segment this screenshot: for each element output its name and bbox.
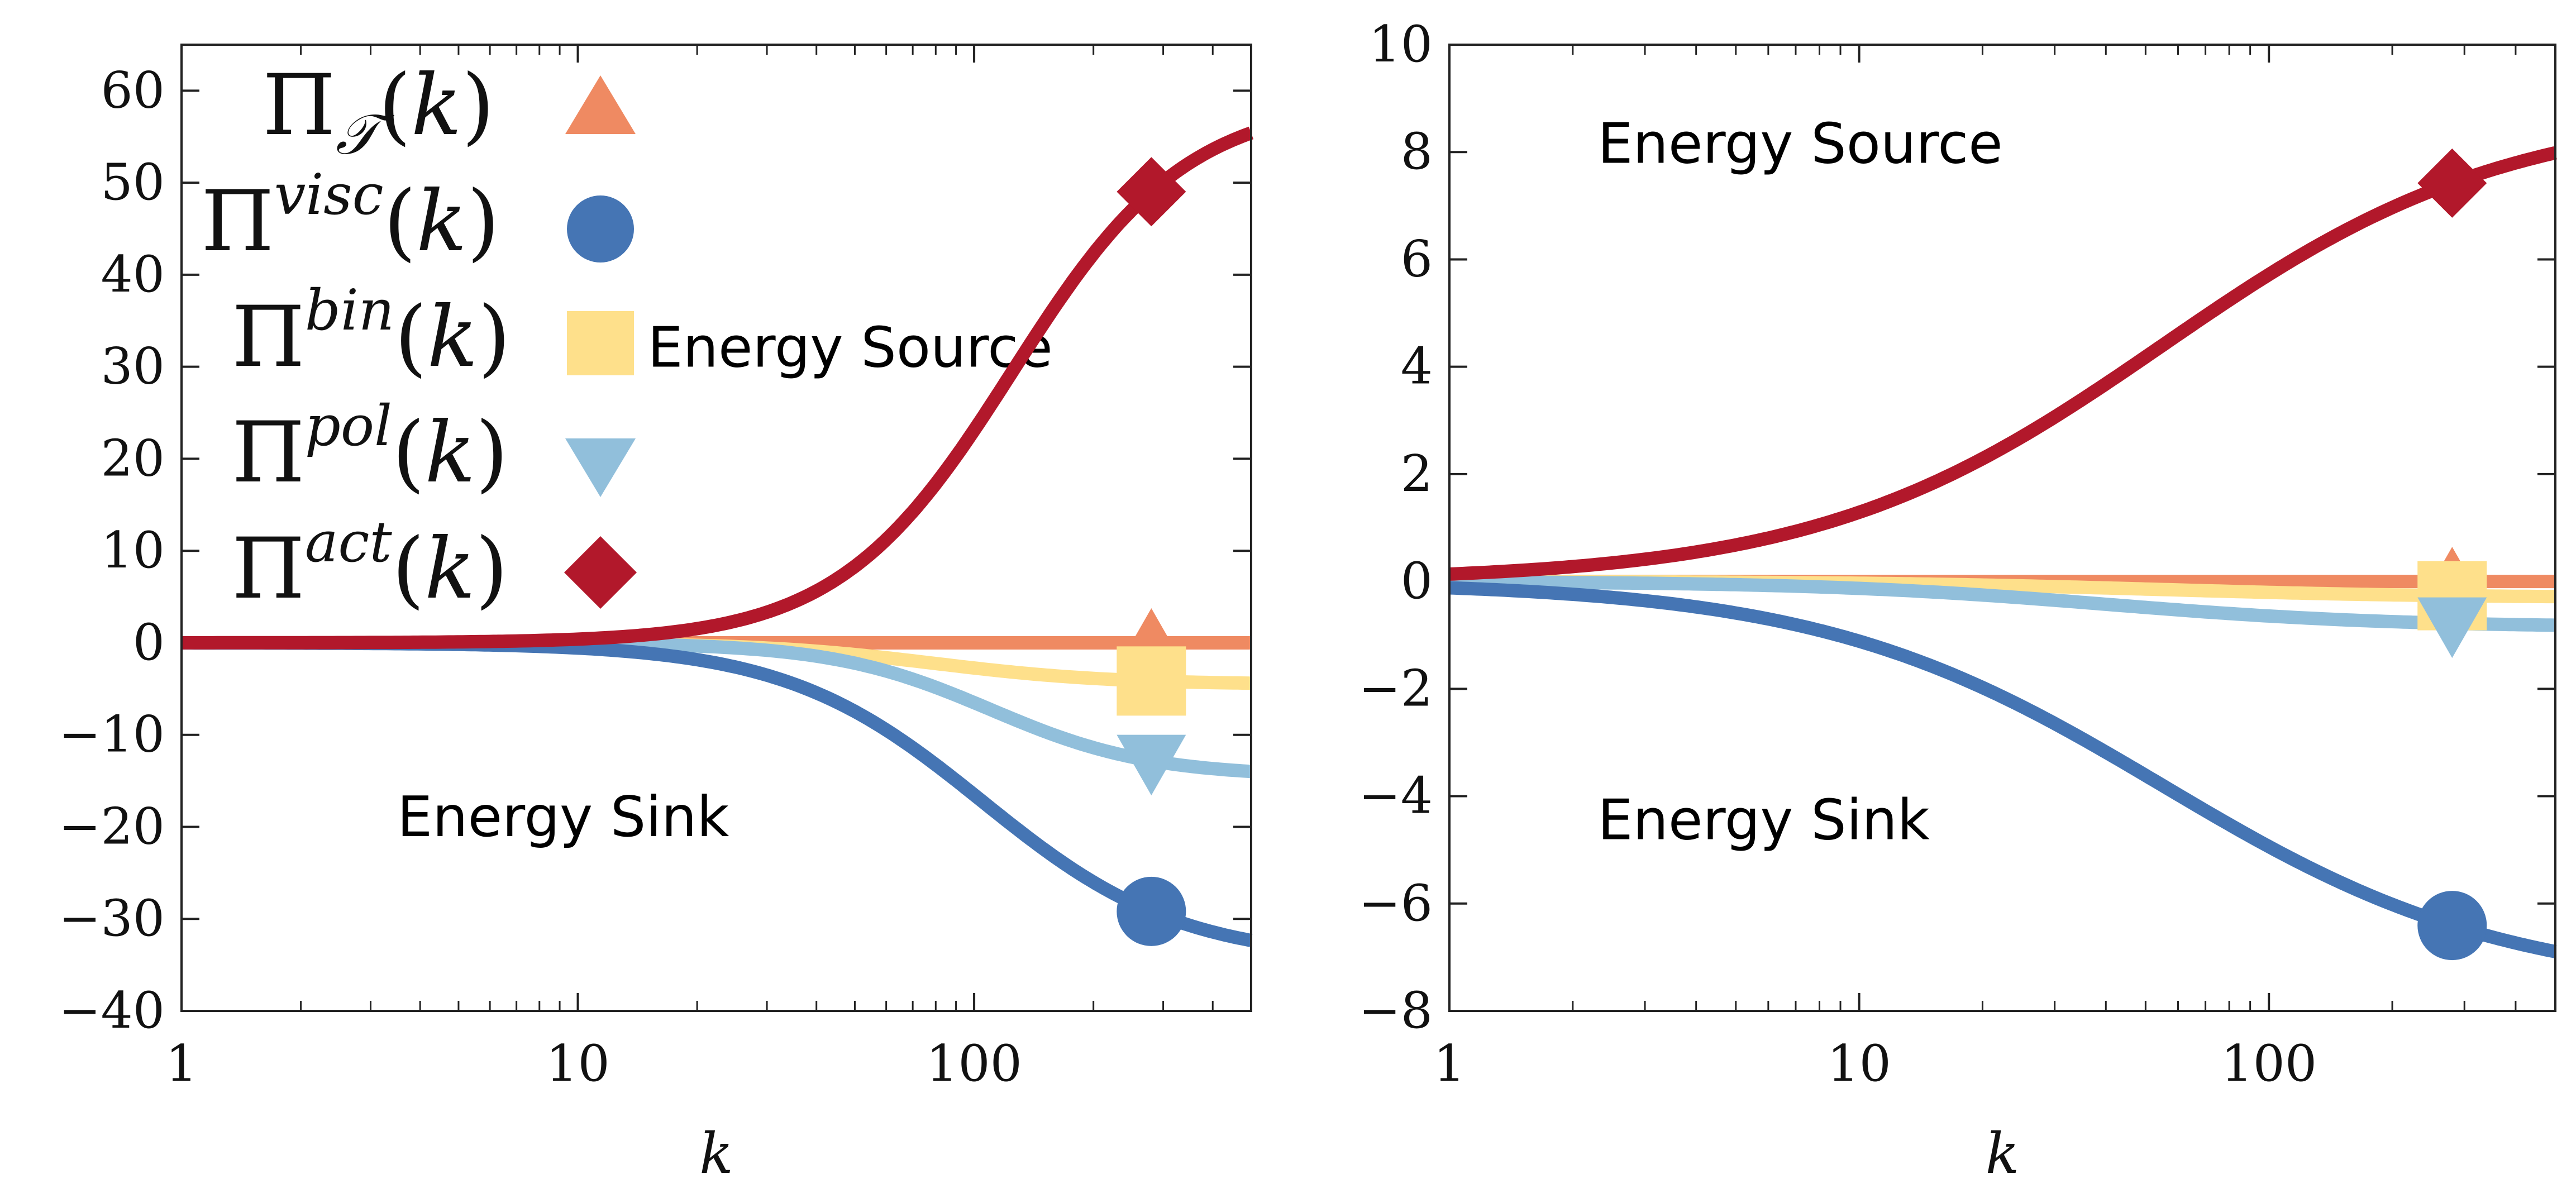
legend-entry-pol: Πpol(k)	[232, 393, 636, 502]
series-line-act	[1447, 146, 2558, 581]
series-marker-pol	[2417, 597, 2487, 658]
y-tick-label: 6	[1401, 230, 1433, 288]
series-marker-act	[2417, 148, 2487, 218]
legend-entry-visc: Πvisc(k)	[201, 162, 634, 270]
series-line-pol	[1447, 575, 2558, 632]
legend: Π𝒯(k) Πvisc(k) Πbin(k) Πpol(k) Πact(k)	[201, 57, 637, 618]
annotation: Energy Sink	[1597, 787, 1930, 852]
y-tick-label: 0	[1401, 552, 1433, 610]
y-tick-label: −20	[59, 797, 165, 856]
x-axis-label: k	[1986, 1121, 2020, 1186]
annotation: Energy Source	[1597, 111, 2002, 176]
legend-entry-act: Πact(k)	[232, 509, 637, 618]
y-tick-label: 4	[1401, 337, 1433, 396]
legend-entry-T: Π𝒯(k)	[263, 57, 636, 167]
legend-entry-bin: Πbin(k)	[232, 278, 634, 386]
y-tick-label: 8	[1401, 122, 1433, 181]
series-line-act	[179, 126, 1254, 650]
annotation: Energy Source	[647, 315, 1052, 380]
y-tick-label: −40	[59, 981, 165, 1040]
x-tick-label: 1	[165, 1034, 197, 1093]
plot-frame	[1448, 44, 2556, 1012]
series-marker-act	[1117, 157, 1186, 227]
y-tick-label: 60	[101, 61, 165, 120]
y-tick-label: −30	[59, 889, 165, 948]
legend-label-visc: Πvisc(k)	[201, 162, 500, 270]
y-tick-label: −6	[1358, 874, 1433, 933]
legend-marker-circle	[567, 195, 634, 262]
x-tick-label: 100	[926, 1034, 1022, 1093]
legend-label-pol: Πpol(k)	[232, 393, 508, 502]
legend-marker-diamond	[564, 536, 637, 609]
y-tick-label: 30	[101, 337, 165, 396]
series-marker-visc	[1117, 876, 1186, 946]
x-tick-label: 100	[2221, 1034, 2317, 1093]
y-tick-label: 40	[101, 245, 165, 304]
legend-marker-triangle-up	[565, 75, 636, 134]
y-tick-label: 0	[133, 613, 165, 672]
legend-marker-square	[567, 311, 634, 375]
y-tick-label: −8	[1358, 981, 1433, 1040]
x-axis-label: k	[699, 1121, 733, 1186]
y-tick-label: 10	[101, 521, 165, 580]
series-marker-visc	[2417, 891, 2487, 961]
legend-label-T: Π𝒯(k)	[263, 57, 494, 167]
x-tick-label: 10	[1827, 1034, 1891, 1093]
series-marker-pol	[1117, 734, 1186, 796]
y-tick-label: 10	[1368, 15, 1433, 74]
series-marker-bin	[1117, 646, 1186, 716]
chart-panel-2: 10 8 6 4 2 0 −2 −4 −6 −81 10 100 k Energy Source Energ…	[1358, 15, 2558, 1186]
legend-label-act: Πact(k)	[232, 509, 508, 618]
plot-frame	[180, 44, 1252, 1012]
y-tick-label: −10	[59, 705, 165, 764]
y-tick-label: −2	[1358, 659, 1433, 718]
annotation: Energy Sink	[397, 784, 729, 849]
x-tick-label: 10	[546, 1034, 610, 1093]
y-tick-label: 50	[101, 153, 165, 212]
y-tick-label: −4	[1358, 767, 1433, 825]
legend-marker-triangle-down	[565, 438, 636, 497]
y-tick-label: 20	[101, 429, 165, 488]
legend-label-bin: Πbin(k)	[232, 278, 511, 386]
series-line-visc	[1447, 581, 2558, 958]
y-tick-label: 2	[1401, 445, 1433, 503]
x-tick-label: 1	[1433, 1034, 1465, 1093]
